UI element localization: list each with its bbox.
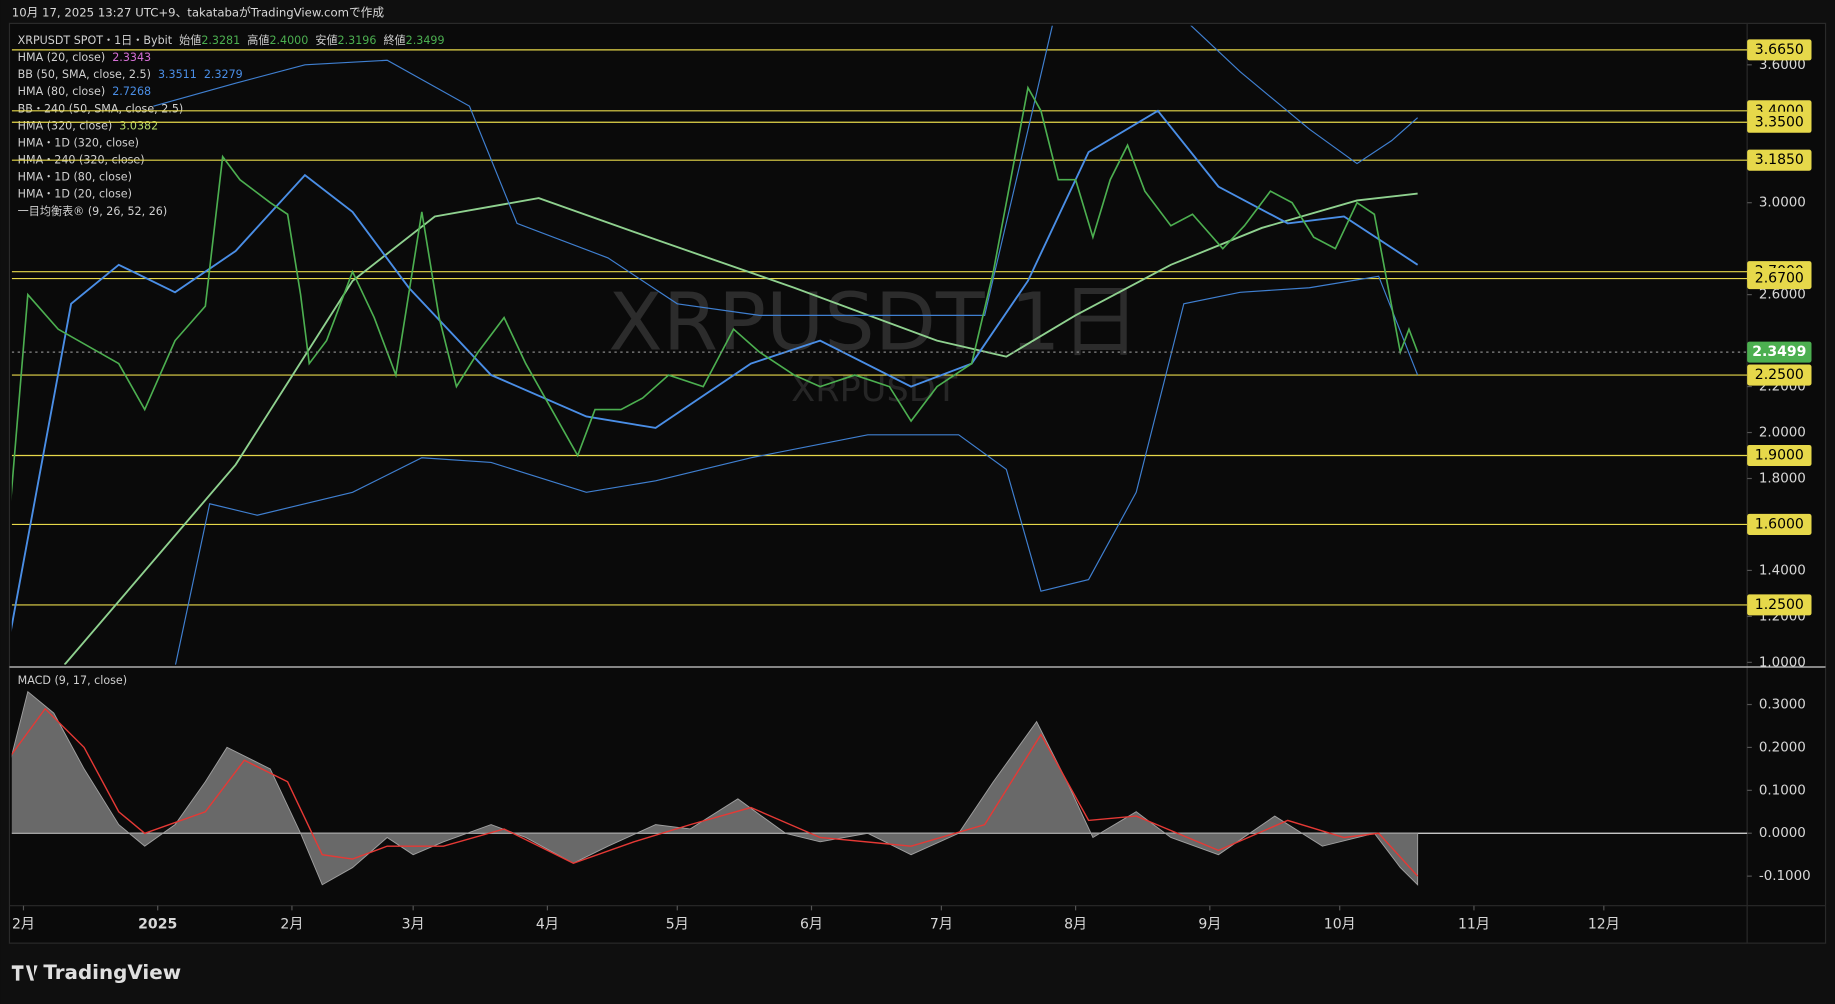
indicator-label: HMA・1D (20, close) <box>18 188 132 201</box>
level-label: 1.6000 <box>1755 516 1804 532</box>
y-tick-label: 1.0000 <box>1759 655 1806 670</box>
indicator-value: 2.3343 <box>112 51 151 64</box>
level-label: 2.6700 <box>1755 271 1804 287</box>
indicator-label: HMA・1D (320, close) <box>18 136 139 149</box>
watermark-sub: XRPUSDT <box>791 369 958 410</box>
x-tick-label: 10月 <box>1324 916 1356 932</box>
legend-line: HMA (20, close) 2.3343 <box>18 51 151 64</box>
level-tag <box>1747 111 1812 133</box>
caption: 10月 17, 2025 13:27 UTC+9、takatabaがTradin… <box>12 5 385 19</box>
ohlc-label: 高値 <box>247 33 269 47</box>
y-tick-label: 3.6000 <box>1759 58 1806 73</box>
x-tick-label: 2025 <box>138 916 177 932</box>
y-tick-label: 1.8000 <box>1759 471 1806 486</box>
level-tag <box>1747 149 1812 171</box>
y-tick-label: 2.6000 <box>1759 288 1806 303</box>
logo-icon <box>11 965 38 981</box>
symbol: XRPUSDT SPOT・1日・Bybit <box>18 34 173 47</box>
line <box>11 109 1419 631</box>
last-price-label: 2.3499 <box>1752 344 1806 360</box>
level-tag <box>1747 268 1812 290</box>
plot <box>11 690 1748 886</box>
ohlc-label: 終値 <box>383 33 405 47</box>
indicator-label: HMA (20, close) <box>18 51 106 64</box>
level-label: 3.6650 <box>1755 42 1804 58</box>
x-tick-label: 6月 <box>800 916 823 932</box>
chart-frame <box>8 22 1827 944</box>
area <box>11 690 1419 886</box>
x-tick-label: 9月 <box>1198 916 1221 932</box>
legend-line: XRPUSDT SPOT・1日・Bybit 始値2.3281 高値2.4000 安値2… <box>18 33 445 47</box>
legend-line: HMA・1D (20, close) <box>18 188 132 201</box>
legend-line: HMA・1D (80, close) <box>18 171 132 184</box>
legend-line: 一目均衡表® (9, 26, 52, 26) <box>18 204 168 218</box>
y-tick-label: 0.0000 <box>1759 826 1806 841</box>
legend-line: HMA (320, close) 3.0382 <box>18 119 159 132</box>
x-tick-label: 3月 <box>402 916 425 932</box>
pane: 3.60003.00002.60002.20002.00001.80001.40… <box>11 25 1812 932</box>
x-tick-label: 2月 <box>280 916 303 932</box>
line <box>11 85 1419 499</box>
indicator-label: BB・240 (50, SMA, close, 2.5) <box>18 102 184 115</box>
indicator-label: BB (50, SMA, close, 2.5) <box>18 68 151 81</box>
indicator-label: 一目均衡表® (9, 26, 52, 26) <box>18 204 168 218</box>
level-label: 3.3500 <box>1755 114 1804 130</box>
y-tick-label: -0.1000 <box>1759 869 1811 884</box>
pane-title: MACD (9, 17, close) <box>18 674 127 687</box>
ohlc-value: 2.4000 <box>269 34 308 47</box>
indicator-value: 2.7268 <box>112 85 151 98</box>
indicator-value: 2.3279 <box>204 68 243 81</box>
x-tick-label: 12月 <box>1588 916 1620 932</box>
level-tag <box>1747 444 1812 467</box>
x-tick-label: 5月 <box>666 916 689 932</box>
ohlc-value: 2.3499 <box>406 34 445 47</box>
legend-line: HMA (80, close) 2.7268 <box>18 85 151 98</box>
y-tick-label: 0.1000 <box>1759 783 1806 798</box>
y-tick-label: 3.0000 <box>1759 196 1806 211</box>
line <box>11 707 1419 877</box>
level-label: 1.9000 <box>1755 448 1804 464</box>
level-label: 3.1850 <box>1755 152 1804 168</box>
y-tick-label: 0.3000 <box>1759 698 1806 713</box>
x-tick-label: 7月 <box>930 916 953 932</box>
level-tag <box>1747 39 1812 61</box>
logo[interactable]: TradingView <box>43 961 181 984</box>
ohlc-value: 2.3196 <box>338 34 377 47</box>
indicator-value: 3.0382 <box>119 119 158 132</box>
x-tick-label: 2月 <box>12 916 35 932</box>
level-tag <box>1747 364 1812 386</box>
ohlc-label: 安値 <box>315 33 337 47</box>
line <box>174 275 1419 665</box>
plot <box>11 25 1748 665</box>
indicator-label: HMA (320, close) <box>18 119 113 132</box>
ohlc-value: 2.3281 <box>201 34 240 47</box>
line <box>63 192 1418 665</box>
indicator-label: HMA (80, close) <box>18 85 106 98</box>
level-tag <box>1747 594 1812 616</box>
legend-line: BB (50, SMA, close, 2.5) 3.3511 2.3279 <box>18 68 243 81</box>
level-label: 2.2500 <box>1755 367 1804 383</box>
ohlc-label: 始値 <box>179 33 201 47</box>
y-tick-label: 1.4000 <box>1759 563 1806 578</box>
legend: XRPUSDT SPOT・1日・Bybit 始値2.3281 高値2.4000 安値2… <box>18 33 445 218</box>
x-tick-label: 8月 <box>1064 916 1087 932</box>
watermark: XRPUSDT 1日 <box>608 276 1140 369</box>
x-tick-label: 4月 <box>536 916 559 932</box>
legend-line: BB・240 (50, SMA, close, 2.5) <box>18 102 184 115</box>
y-tick-label: 0.2000 <box>1759 740 1806 755</box>
pane: 0.3000 0.2000 0.1000 0.0000 -0.1000 MACD (9, … <box>11 674 1811 886</box>
level-label: 1.2500 <box>1755 597 1804 613</box>
level-tag <box>1747 513 1812 535</box>
legend-line: HMA・1D (320, close) <box>18 136 139 149</box>
indicator-value: 3.3511 <box>158 68 197 81</box>
x-tick-label: 11月 <box>1458 916 1490 932</box>
last-price-tag <box>1747 341 1812 363</box>
line <box>153 25 1419 316</box>
indicator-label: HMA・1D (80, close) <box>18 171 132 184</box>
y-tick-label: 2.0000 <box>1759 426 1806 441</box>
